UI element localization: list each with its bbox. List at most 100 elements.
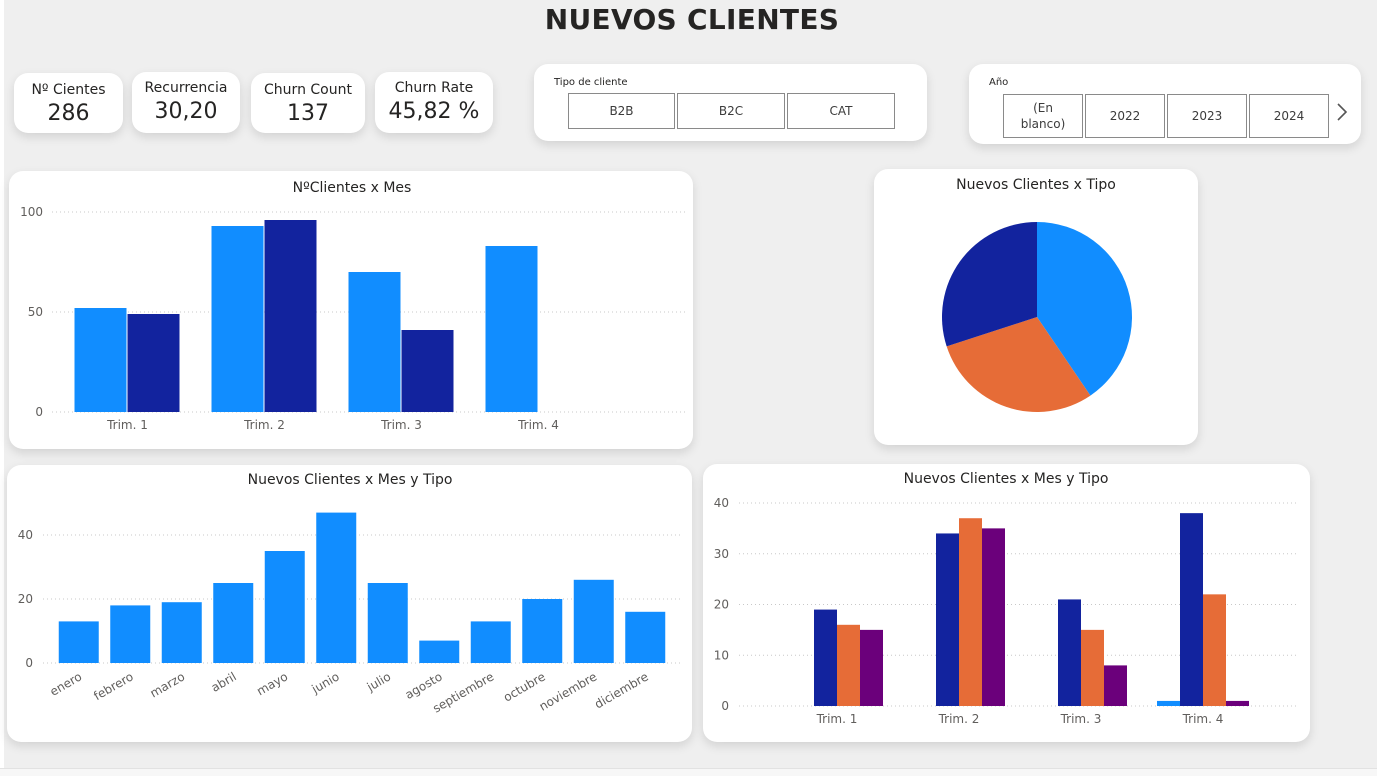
bar-febrero-s0[interactable] [110,605,151,663]
bar-trim-3-s3[interactable] [1104,665,1127,706]
bar-trim-2-s0[interactable] [211,226,264,412]
x-tick-label: agosto [403,669,445,701]
slicer-option-b2b[interactable]: B2B [568,93,675,129]
chart-title: NºClientes x Mes [293,180,412,196]
y-tick-label: 20 [18,592,33,606]
bar-trim-1-s3[interactable] [860,629,883,706]
pie-slice-0[interactable] [1037,222,1132,396]
bar-trim-1-s2[interactable] [837,624,860,706]
bar-trim-3-s1[interactable] [1058,599,1081,706]
chart-svg: Nuevos Clientes x Mes y Tipo 0 20 40 enero fe… [18,472,683,716]
chart-title: Nuevos Clientes x Mes y Tipo [904,471,1109,487]
y-tick-label: 0 [35,405,43,419]
bar-trim-2-s3[interactable] [982,528,1005,706]
x-tick-label: Trim. 3 [1060,712,1102,726]
slicer-option-en-blanco[interactable]: (En blanco) [1003,94,1083,138]
x-tick-label: Trim. 1 [106,418,148,432]
y-tick-label: 10 [714,648,729,662]
kpi-card-clientes[interactable]: Nº Cientes 286 [14,73,123,133]
bar-trim-1-s0[interactable] [74,308,127,412]
x-tick-label: junio [309,669,342,696]
bar-trim-2-s1[interactable] [936,533,959,706]
kpi-card-recurrencia[interactable]: Recurrencia 30,20 [132,72,240,133]
kpi-card-churn-count[interactable]: Churn Count 137 [251,73,365,133]
slicer-tipo-cliente: Tipo de cliente B2B B2C CAT [534,64,927,141]
x-tick-label: Trim. 1 [816,712,858,726]
x-tick-label: Trim. 2 [243,418,285,432]
page-bottom-border [0,768,1377,776]
slicer-title: Tipo de cliente [554,77,628,88]
chart-clientes-por-mes[interactable]: NºClientes x Mes 0 50 100 Trim. 1 Trim. 2 Trim… [9,171,693,449]
x-tick-label: febrero [91,669,135,703]
bar-noviembre-s0[interactable] [573,579,614,663]
chart-svg: Nuevos Clientes x Mes y Tipo 0 10 20 30 40 Tri… [714,471,1299,726]
slicer-option-cat[interactable]: CAT [787,93,895,129]
y-tick-label: 40 [714,496,729,510]
bar-trim-2-s2[interactable] [959,518,982,706]
page-left-border [0,0,4,776]
bar-junio-s0[interactable] [316,512,357,663]
bar-mayo-s0[interactable] [264,551,305,663]
x-tick-label: noviembre [537,669,600,713]
bar-enero-s0[interactable] [58,621,99,663]
y-tick-label: 0 [25,656,33,670]
y-tick-label: 100 [20,205,43,219]
chart-clientes-por-mes-y-tipo-mensual[interactable]: Nuevos Clientes x Mes y Tipo 0 20 40 enero fe… [7,465,692,742]
x-tick-label: Trim. 2 [938,712,980,726]
x-tick-label: mayo [254,669,290,698]
pie-slice-1[interactable] [946,317,1091,413]
bar-trim-4-s2[interactable] [1203,594,1226,706]
bar-marzo-s0[interactable] [161,602,202,663]
kpi-value: 30,20 [154,99,218,124]
y-tick-label: 30 [714,547,729,561]
kpi-label: Churn Count [264,82,352,98]
bar-trim-4-s1[interactable] [1180,513,1203,706]
bar-trim-4-s0[interactable] [1157,700,1180,706]
slicer-option-b2c[interactable]: B2C [677,93,785,129]
kpi-value: 286 [47,101,90,126]
kpi-value: 137 [287,101,329,126]
chart-title: Nuevos Clientes x Mes y Tipo [248,472,453,488]
bar-octubre-s0[interactable] [522,599,563,663]
x-tick-label: abril [209,669,239,694]
y-tick-label: 20 [714,598,729,612]
y-tick-label: 0 [721,699,729,713]
bar-trim-1-s1[interactable] [127,314,180,412]
slicer-anio: Año (En blanco) 2022 2023 2024 [969,64,1361,144]
bar-trim-4-s0[interactable] [485,246,538,412]
bar-abril-s0[interactable] [213,583,254,663]
x-tick-label: diciembre [592,669,651,711]
pie-slice-2[interactable] [942,222,1037,347]
bar-julio-s0[interactable] [367,583,408,663]
slicer-option-2023[interactable]: 2023 [1167,94,1247,138]
chart-svg: NºClientes x Mes 0 50 100 Trim. 1 Trim. 2 Trim… [20,180,685,432]
chart-clientes-por-tipo[interactable]: Nuevos Clientes x Tipo [874,169,1198,445]
bar-trim-3-s2[interactable] [1081,629,1104,706]
x-tick-label: marzo [148,669,188,700]
bar-diciembre-s0[interactable] [625,611,666,663]
chart-title: Nuevos Clientes x Tipo [956,177,1116,193]
kpi-card-churn-rate[interactable]: Churn Rate 45,82 % [375,72,493,133]
x-tick-label: enero [47,669,84,698]
chevron-right-icon[interactable] [1335,102,1349,128]
bar-trim-4-s3[interactable] [1226,700,1249,706]
x-tick-label: Trim. 3 [380,418,422,432]
slicer-option-2022[interactable]: 2022 [1085,94,1165,138]
bar-trim-2-s1[interactable] [264,220,317,412]
kpi-label: Nº Cientes [31,82,106,98]
y-tick-label: 50 [28,305,43,319]
bar-trim-3-s1[interactable] [401,330,454,412]
kpi-label: Churn Rate [394,80,474,96]
bar-trim-3-s0[interactable] [348,272,401,412]
bar-agosto-s0[interactable] [419,640,460,663]
bar-trim-1-s1[interactable] [814,609,837,706]
chart-clientes-por-mes-y-tipo-trimestral[interactable]: Nuevos Clientes x Mes y Tipo 0 10 20 30 40 Tri… [703,464,1310,742]
bar-septiembre-s0[interactable] [470,621,511,663]
slicer-title: Año [989,77,1009,88]
y-tick-label: 40 [18,528,33,542]
x-tick-label: julio [364,669,393,694]
slicer-option-2024[interactable]: 2024 [1249,94,1329,138]
chart-svg: Nuevos Clientes x Tipo [942,177,1132,413]
kpi-value: 45,82 % [388,99,480,124]
